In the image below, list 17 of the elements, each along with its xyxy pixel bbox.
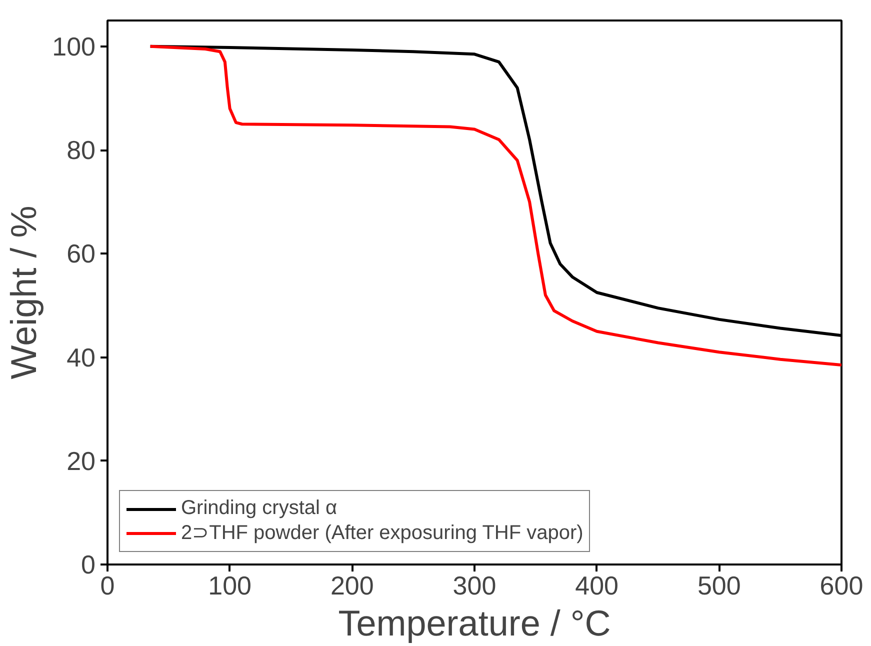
y-tick-label: 20 <box>66 446 96 476</box>
y-tick-label: 80 <box>66 135 96 166</box>
y-tick-label: 100 <box>52 31 96 62</box>
y-tick-label: 60 <box>66 238 96 269</box>
x-tick-label: 400 <box>575 570 619 600</box>
y-tick-label: 0 <box>81 550 96 580</box>
x-tick-label: 0 <box>100 570 115 600</box>
x-axis-title: Temperature / °C <box>338 602 611 644</box>
legend-label: Grinding crystal α <box>181 497 338 520</box>
x-tick-label: 100 <box>208 570 252 600</box>
y-axis-title: Weight / % <box>3 206 44 380</box>
x-tick-label: 200 <box>330 570 374 600</box>
x-tick-label: 600 <box>820 570 864 600</box>
legend-label: 2⊃THF powder (After exposuring THF vapor) <box>181 521 584 545</box>
x-tick-label: 500 <box>697 570 741 600</box>
x-tick-label: 300 <box>452 570 496 600</box>
y-tick-label: 40 <box>66 342 96 372</box>
